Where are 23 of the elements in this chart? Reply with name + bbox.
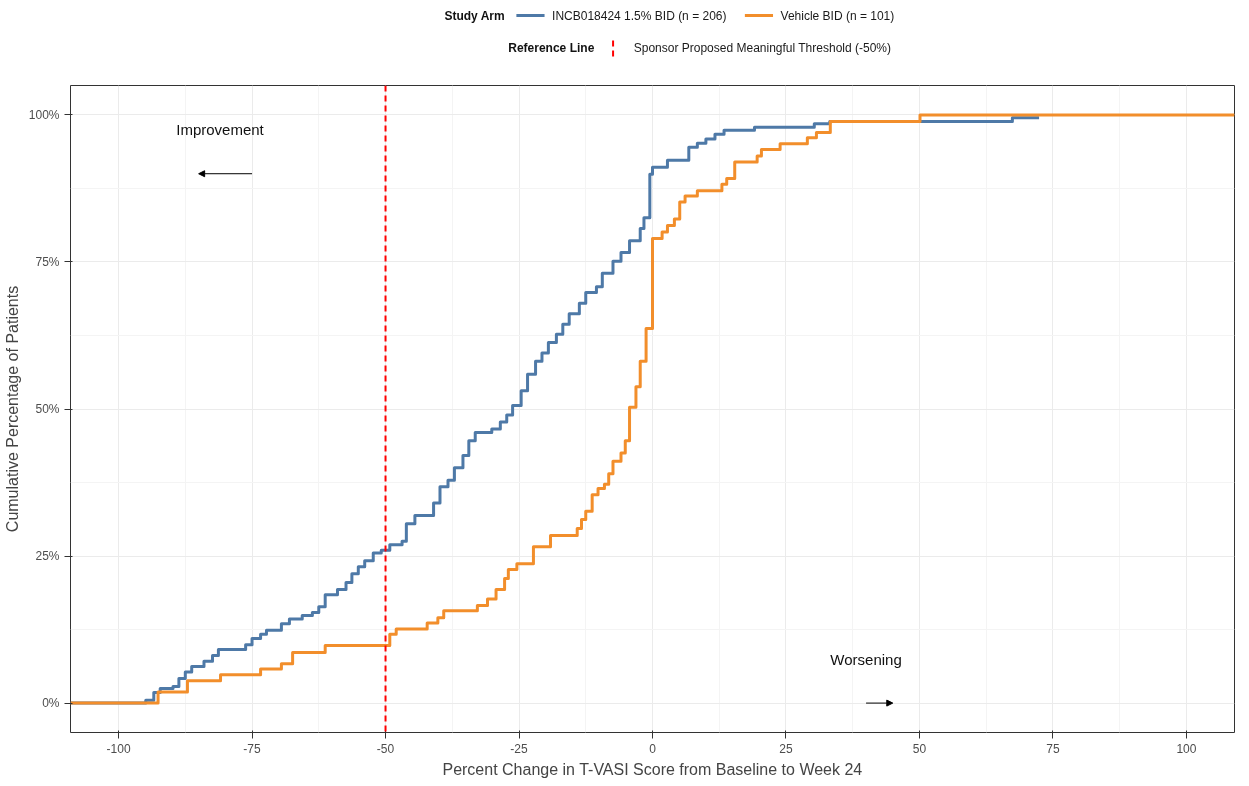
- legend-label: Vehicle BID (n = 101): [780, 8, 895, 23]
- x-tick-label: 50: [912, 741, 927, 756]
- x-tick-label: 100: [1176, 741, 1197, 756]
- x-tick-label: -75: [243, 741, 262, 756]
- legend-title: Study Arm: [444, 8, 505, 23]
- y-tick-label: 100%: [28, 107, 60, 122]
- y-tick-label: 25%: [35, 549, 60, 564]
- x-tick-label: -100: [106, 741, 131, 756]
- text: Reference Line: [508, 40, 595, 55]
- x-tick-label: 25: [779, 741, 793, 756]
- x-tick-label: 0: [649, 741, 657, 756]
- x-tick-label: -25: [510, 741, 529, 756]
- annotation: Worsening: [830, 650, 902, 668]
- y-tick-label: 75%: [35, 254, 60, 269]
- x-tick-label: -50: [376, 741, 395, 756]
- annotation: Improvement: [176, 121, 265, 139]
- y-tick-label: 0%: [42, 696, 60, 711]
- x-tick-label: 75: [1046, 741, 1060, 756]
- x-axis-title: Percent Change in T-VASI Score from Baseline to Week 24: [442, 760, 863, 778]
- y-tick-label: 50%: [35, 402, 60, 416]
- legend-label: Sponsor Proposed Meaningful Threshold (-50%): [633, 40, 891, 55]
- y-axis-title: Cumulative Percentage of Patients: [3, 285, 21, 533]
- legend-label: INCB018424 1.5% BID (n = 206): [552, 8, 727, 23]
